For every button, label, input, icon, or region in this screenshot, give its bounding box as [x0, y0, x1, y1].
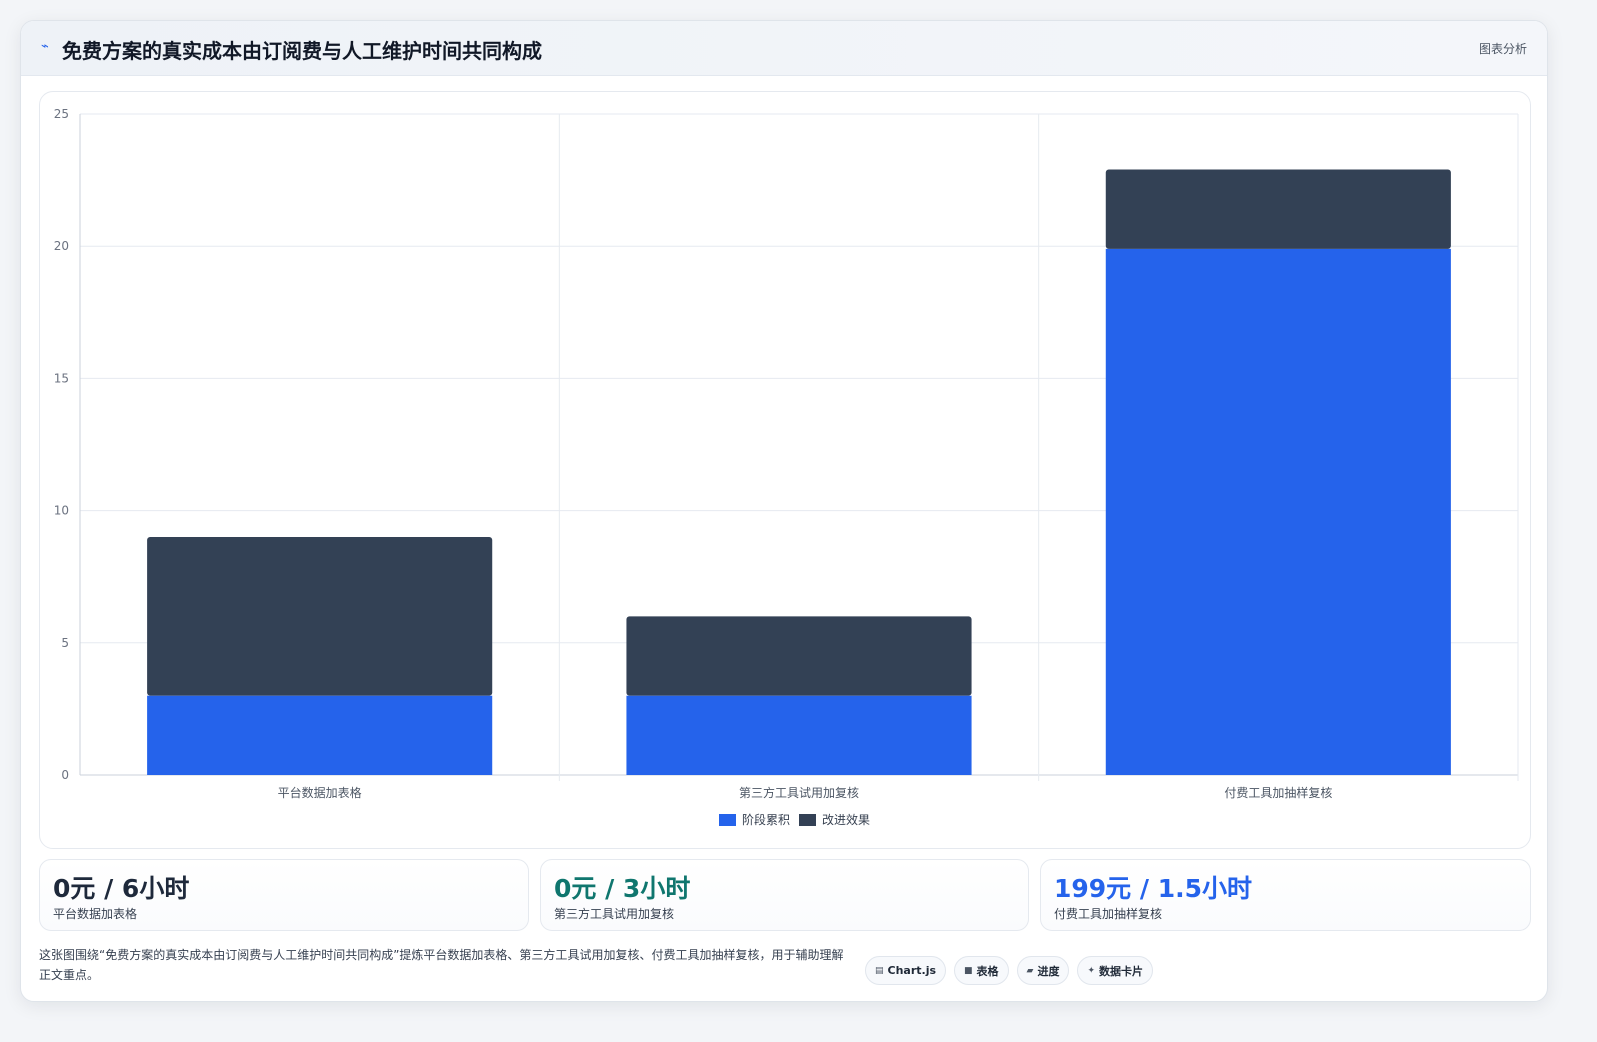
bar-segment: [147, 537, 493, 696]
stat-label: 平台数据加表格: [53, 907, 138, 921]
stat-value: 0元 / 6小时: [53, 874, 190, 903]
legend-label[interactable]: 改进效果: [822, 812, 870, 827]
chart-area: 0 5 10 15 20 25 平台数据加表格 第三方工具试用加复核 付费工具加抽样复核阶段累积…: [39, 91, 1531, 849]
pill-data-card[interactable]: ✦ 数据卡片: [1077, 956, 1154, 985]
tech-tags: ▤ Chart.js ■ 表格 ▰ 进度 ✦ 数据卡片: [865, 956, 1154, 985]
progress-icon: ▰: [1026, 965, 1034, 976]
chart-card: ⌁ 免费方案的真实成本由订阅费与人工维护时间共同构成 图表分析 0 5 10 15 20…: [20, 20, 1548, 1002]
stat-value: 0元 / 3小时: [554, 874, 691, 903]
bar-segment: [626, 695, 972, 775]
pill-label: 数据卡片: [1099, 964, 1144, 978]
bar-segment: [1105, 248, 1451, 775]
bar-segment: [1105, 169, 1451, 249]
data-card-icon: ✦: [1087, 965, 1096, 976]
y-tick-label: 0: [61, 768, 69, 782]
card-header: ⌁ 免费方案的真实成本由订阅费与人工维护时间共同构成 图表分析: [21, 21, 1547, 76]
stat-card-1: 0元 / 6小时 平台数据加表格: [39, 859, 529, 931]
legend-label[interactable]: 阶段累积: [742, 812, 790, 827]
pill-progress[interactable]: ▰ 进度: [1016, 956, 1070, 985]
legend-swatch[interactable]: [799, 814, 816, 826]
header-tag: 图表分析: [1478, 42, 1527, 56]
stacked-bar-chart: 0 5 10 15 20 25 平台数据加表格 第三方工具试用加复核 付费工具加抽样复核阶段累积…: [54, 107, 1519, 827]
pill-label: 进度: [1037, 964, 1060, 978]
chart-caption: 这张图围绕“免费方案的真实成本由订阅费与人工维护时间共同构成”提炼平台数据加表格…: [39, 948, 844, 982]
x-category-label: 第三方工具试用加复核: [739, 785, 859, 800]
legend-swatch[interactable]: [719, 814, 736, 826]
y-tick-label: 10: [54, 504, 69, 518]
stat-card-3: 199元 / 1.5小时 付费工具加抽样复核: [1040, 859, 1531, 931]
chart-title: 免费方案的真实成本由订阅费与人工维护时间共同构成: [62, 39, 542, 63]
pill-label: Chart.js: [887, 964, 937, 977]
x-category-label: 付费工具加抽样复核: [1224, 785, 1332, 800]
bar-segment: [147, 695, 493, 775]
pill-label: 表格: [976, 964, 999, 978]
chart-line-icon: ⌁: [41, 39, 49, 54]
chart-icon: ▤: [875, 965, 884, 976]
stat-value: 199元 / 1.5小时: [1054, 874, 1253, 903]
stat-card-2: 0元 / 3小时 第三方工具试用加复核: [540, 859, 1029, 931]
stat-label: 第三方工具试用加复核: [554, 907, 675, 921]
bar-segment: [626, 616, 972, 696]
y-tick-label: 15: [54, 371, 69, 385]
pill-table[interactable]: ■ 表格: [954, 956, 1009, 985]
pill-chartjs[interactable]: ▤ Chart.js: [865, 956, 947, 985]
y-tick-label: 25: [54, 107, 69, 121]
y-tick-label: 20: [54, 239, 69, 253]
x-category-label: 平台数据加表格: [278, 785, 362, 800]
table-icon: ■: [964, 965, 973, 976]
y-tick-label: 5: [61, 636, 69, 650]
stat-label: 付费工具加抽样复核: [1054, 907, 1163, 921]
